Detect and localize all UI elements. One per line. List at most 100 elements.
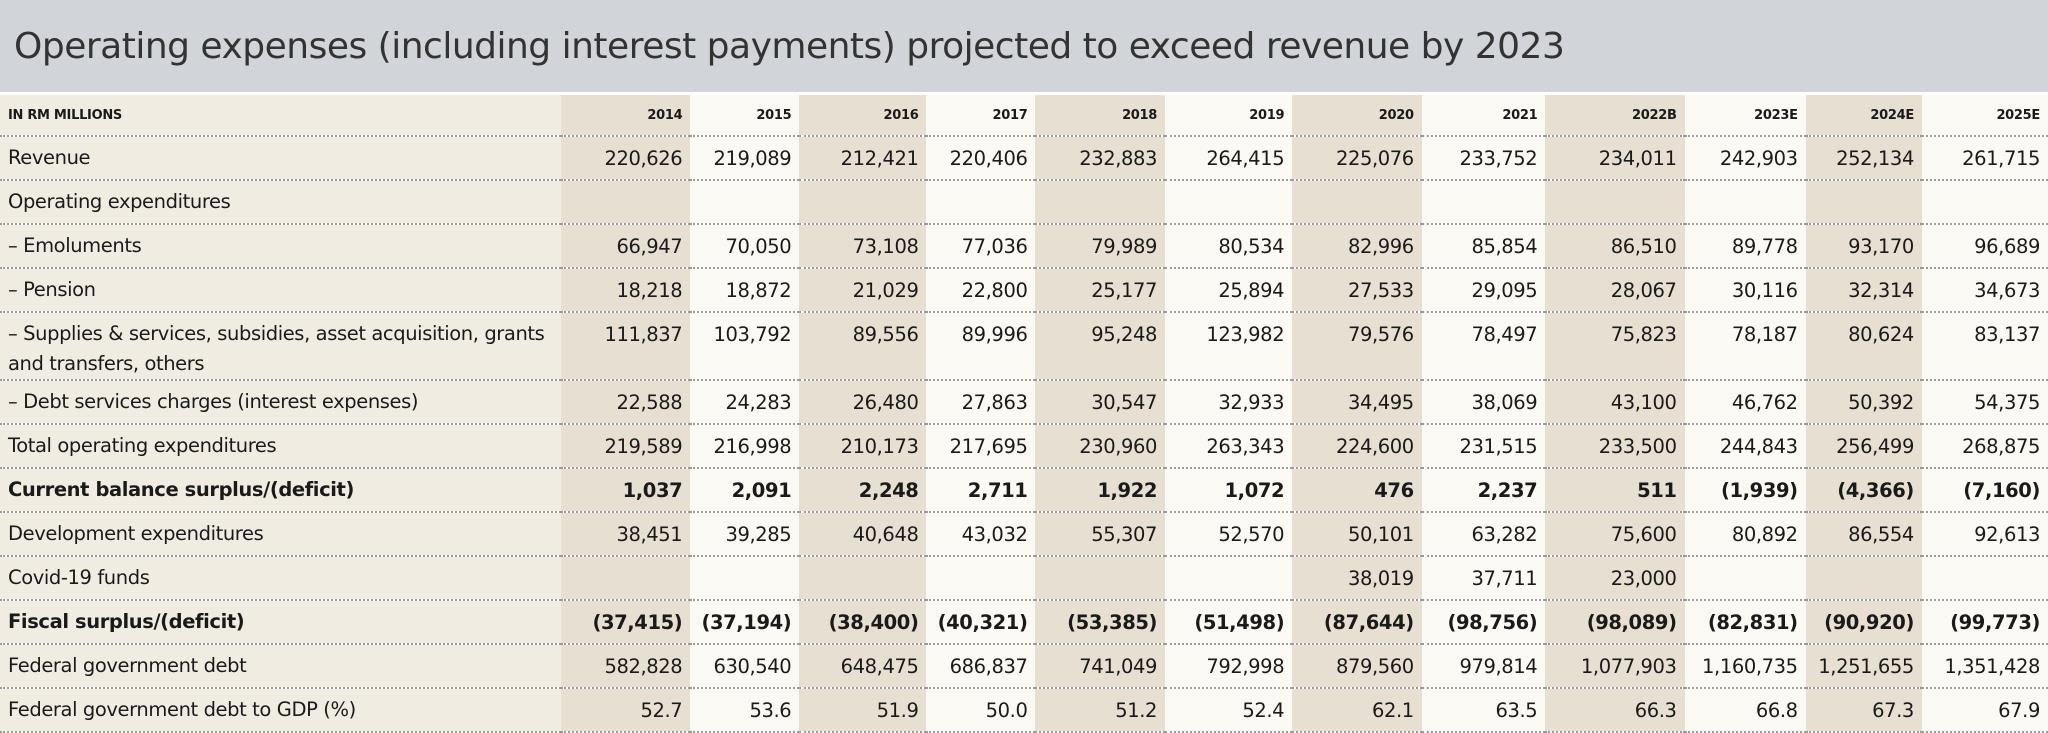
year-header: 2019 — [1165, 95, 1293, 137]
year-header: 2020 — [1292, 95, 1422, 137]
fiscal-data-table: IN RM MILLIONS 2014 2015 2016 2017 2018 2019 2… — [0, 95, 2048, 733]
table-cell: 686,837 — [926, 644, 1036, 689]
table-cell: 46,762 — [1684, 380, 1806, 425]
table-cell: 1,251,655 — [1805, 644, 1922, 689]
table-cell: 27,863 — [926, 380, 1036, 425]
table-cell: 233,752 — [1421, 136, 1546, 181]
table-cell: (99,773) — [1921, 600, 2048, 645]
table-row: Operating expenditures — [0, 180, 2048, 225]
year-header: 2024E — [1805, 95, 1922, 137]
table-cell: 30,547 — [1035, 380, 1166, 425]
row-label: Fiscal surplus/(deficit) — [0, 600, 561, 645]
table-cell: 83,137 — [1921, 312, 2048, 381]
table-cell: 879,560 — [1292, 644, 1422, 689]
table-cell: 252,134 — [1805, 136, 1922, 181]
table-cell: 268,875 — [1921, 424, 2048, 469]
table-cell: 648,475 — [799, 644, 927, 689]
table-cell: (7,160) — [1921, 468, 2048, 513]
table-cell — [926, 180, 1036, 225]
table-cell: 82,996 — [1292, 224, 1422, 269]
table-cell: (37,194) — [690, 600, 800, 645]
table-cell — [1035, 556, 1166, 601]
table-cell: (38,400) — [799, 600, 927, 645]
table-cell: 63.5 — [1421, 688, 1546, 733]
table-cell: 27,533 — [1292, 268, 1422, 313]
table-cell: 233,500 — [1545, 424, 1685, 469]
table-cell: 75,823 — [1545, 312, 1685, 381]
table-cell: 220,406 — [926, 136, 1036, 181]
table-cell: 78,187 — [1684, 312, 1806, 381]
table-cell — [1421, 180, 1546, 225]
table-cell: 30,116 — [1684, 268, 1806, 313]
table-cell: 234,011 — [1545, 136, 1685, 181]
table-cell: 511 — [1545, 468, 1685, 513]
table-cell: 476 — [1292, 468, 1422, 513]
table-cell: 22,588 — [560, 380, 691, 425]
table-cell: 32,314 — [1805, 268, 1922, 313]
table-cell: 21,029 — [799, 268, 927, 313]
row-label: Total operating expenditures — [0, 424, 561, 469]
table-cell: 34,495 — [1292, 380, 1422, 425]
table-cell: 264,415 — [1165, 136, 1293, 181]
table-row: Covid-19 funds 38,019 37,711 23,000 — [0, 556, 2048, 601]
table-cell: 38,451 — [560, 512, 691, 557]
table-cell — [1921, 556, 2048, 601]
table-cell: 51.9 — [799, 688, 927, 733]
year-header: 2021 — [1421, 95, 1546, 137]
table-cell: 2,248 — [799, 468, 927, 513]
table-cell: 92,613 — [1921, 512, 2048, 557]
table-cell: 23,000 — [1545, 556, 1685, 601]
row-label: – Pension — [0, 268, 561, 313]
table-row: Federal government debt to GDP (%) 52.7 53… — [0, 688, 2048, 733]
table-cell: 18,872 — [690, 268, 800, 313]
table-cell: 52.4 — [1165, 688, 1293, 733]
table-cell: 43,100 — [1545, 380, 1685, 425]
table-row: – Emoluments 66,947 70,050 73,108 77,036 79,9… — [0, 224, 2048, 269]
table-cell: (98,089) — [1545, 600, 1685, 645]
row-label: – Debt services charges (interest expens… — [0, 380, 561, 425]
table-cell: 86,510 — [1545, 224, 1685, 269]
table-cell: 80,534 — [1165, 224, 1293, 269]
table-cell: 79,989 — [1035, 224, 1166, 269]
table-cell: 52.7 — [560, 688, 691, 733]
table-cell: 75,600 — [1545, 512, 1685, 557]
table-cell: 630,540 — [690, 644, 800, 689]
table-cell: 54,375 — [1921, 380, 2048, 425]
table-cell: 25,894 — [1165, 268, 1293, 313]
table-cell: 979,814 — [1421, 644, 1546, 689]
table-cell: 263,343 — [1165, 424, 1293, 469]
table-cell — [1805, 180, 1922, 225]
table-cell: 217,695 — [926, 424, 1036, 469]
table-cell — [560, 180, 691, 225]
table-cell — [1292, 180, 1422, 225]
row-label: Covid-19 funds — [0, 556, 561, 601]
row-label: – Supplies & services, subsidies, asset … — [0, 312, 561, 381]
table-cell: 53.6 — [690, 688, 800, 733]
year-header: 2017 — [926, 95, 1036, 137]
table-row: Current balance surplus/(deficit) 1,037 2,… — [0, 468, 2048, 513]
table-cell: 2,711 — [926, 468, 1036, 513]
table-cell: (40,321) — [926, 600, 1036, 645]
table-cell — [1035, 180, 1166, 225]
table-cell — [560, 556, 691, 601]
table-cell: 50,392 — [1805, 380, 1922, 425]
table-cell: 741,049 — [1035, 644, 1166, 689]
year-header: 2016 — [799, 95, 927, 137]
year-header: 2023E — [1684, 95, 1806, 137]
table-cell: 1,072 — [1165, 468, 1293, 513]
table-cell — [1805, 556, 1922, 601]
table-cell — [1165, 180, 1293, 225]
table-cell: 52,570 — [1165, 512, 1293, 557]
table-row: – Pension 18,218 18,872 21,029 22,800 25,177 2… — [0, 268, 2048, 313]
table-cell: 39,285 — [690, 512, 800, 557]
table-cell: 212,421 — [799, 136, 927, 181]
table-cell: 85,854 — [1421, 224, 1546, 269]
table-cell: 70,050 — [690, 224, 800, 269]
table-cell: (1,939) — [1684, 468, 1806, 513]
table-cell — [799, 180, 927, 225]
row-label: Development expenditures — [0, 512, 561, 557]
unit-label: IN RM MILLIONS — [0, 95, 561, 137]
table-cell: 89,556 — [799, 312, 927, 381]
table-cell: 256,499 — [1805, 424, 1922, 469]
year-header: 2022B — [1545, 95, 1685, 137]
